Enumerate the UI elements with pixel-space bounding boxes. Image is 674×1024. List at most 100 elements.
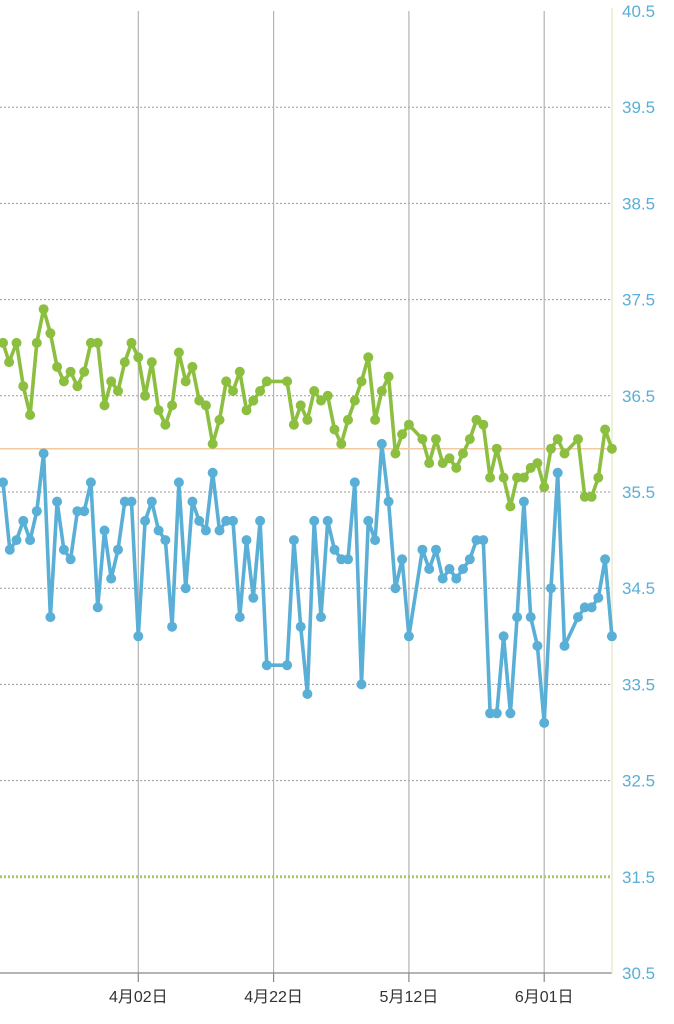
data-point-upper (58, 376, 69, 387)
data-point-lower (403, 631, 414, 642)
data-point-lower (512, 612, 523, 623)
y-tick-label: 36.5 (622, 387, 655, 406)
data-point-upper (559, 448, 570, 459)
data-point-upper (376, 386, 387, 396)
y-tick-label: 39.5 (622, 98, 655, 117)
data-point-lower (458, 564, 468, 574)
data-point-upper (606, 443, 617, 454)
data-point-lower (234, 612, 245, 623)
data-point-lower (38, 448, 49, 459)
data-point-lower (525, 612, 536, 623)
data-point-upper (363, 352, 374, 363)
data-point-upper (451, 462, 462, 473)
data-point-upper (390, 448, 401, 459)
data-point-upper (403, 419, 414, 430)
data-point-upper (153, 405, 164, 416)
data-point-lower (45, 612, 56, 623)
data-point-lower (586, 602, 597, 613)
data-point-upper (187, 361, 198, 372)
data-point-lower (99, 525, 110, 536)
data-point-lower (295, 621, 306, 632)
data-point-lower (302, 689, 313, 699)
data-point-upper (248, 395, 259, 406)
data-point-lower (248, 592, 259, 603)
data-point-upper (52, 361, 63, 372)
data-point-lower (153, 525, 164, 536)
data-point-upper (424, 458, 435, 469)
data-point-lower (282, 660, 293, 671)
data-point-upper (444, 453, 455, 464)
data-point-lower (343, 554, 353, 565)
data-point-upper (72, 381, 83, 392)
data-point-upper (79, 366, 90, 377)
data-point-lower (444, 564, 455, 574)
data-point-lower (194, 515, 205, 526)
data-point-lower (464, 554, 475, 565)
data-point-lower (18, 515, 29, 526)
data-point-upper (241, 405, 252, 416)
data-point-upper (552, 434, 563, 445)
data-point-upper (92, 337, 103, 348)
y-tick-label: 37.5 (622, 291, 655, 310)
data-point-lower (11, 535, 22, 546)
data-point-lower (79, 506, 90, 517)
data-point-lower (390, 583, 401, 594)
data-point-upper (214, 414, 225, 425)
data-point-lower (518, 496, 529, 507)
data-point-lower (207, 467, 218, 478)
data-point-upper (593, 472, 604, 483)
data-point-upper (25, 410, 36, 420)
data-point-upper (417, 434, 428, 445)
data-point-upper (38, 304, 49, 315)
y-tick-label: 32.5 (622, 772, 655, 791)
data-point-lower (113, 544, 123, 555)
data-point-upper (498, 472, 509, 483)
data-point-upper (113, 386, 123, 396)
data-point-lower (356, 679, 367, 690)
data-point-upper (146, 357, 157, 368)
data-point-lower (200, 525, 211, 536)
data-point-lower (228, 515, 238, 526)
data-point-lower (600, 554, 611, 565)
x-axis-ticks: 4月02日 4月22日 5月12日 6月01日 (109, 989, 574, 1006)
data-point-upper (45, 328, 56, 339)
data-point-upper (322, 390, 333, 401)
data-point-lower (52, 496, 63, 507)
data-point-upper (431, 434, 441, 445)
data-point-upper (180, 376, 191, 387)
data-point-upper (221, 376, 232, 387)
data-point-upper (491, 443, 502, 454)
data-point-upper (546, 443, 556, 454)
data-point-upper (261, 376, 272, 387)
x-tick-label: 4月22日 (244, 989, 303, 1006)
data-point-lower (255, 515, 266, 526)
data-point-upper (356, 376, 367, 387)
data-point-upper (133, 352, 144, 363)
data-point-lower (173, 477, 184, 488)
data-point-lower (546, 583, 556, 594)
data-point-upper (126, 337, 137, 348)
data-point-lower (322, 515, 333, 526)
data-point-upper (31, 337, 42, 348)
data-point-lower (478, 535, 489, 546)
data-point-upper (478, 419, 489, 430)
data-point-lower (383, 496, 394, 507)
data-point-upper (282, 376, 293, 387)
data-point-upper (573, 434, 583, 445)
data-point-lower (606, 631, 617, 642)
data-point-upper (600, 424, 611, 435)
data-point-lower (363, 515, 374, 526)
data-point-lower (451, 573, 462, 584)
data-point-lower (214, 525, 225, 536)
data-point-lower (31, 506, 42, 517)
data-point-lower (4, 544, 15, 555)
data-point-lower (106, 573, 117, 584)
data-point-upper (485, 472, 496, 483)
data-point-upper (0, 337, 8, 348)
data-point-lower (417, 544, 428, 555)
data-point-lower (539, 717, 550, 728)
data-point-lower (329, 544, 340, 555)
data-point-lower (261, 660, 272, 671)
data-point-upper (200, 400, 211, 411)
